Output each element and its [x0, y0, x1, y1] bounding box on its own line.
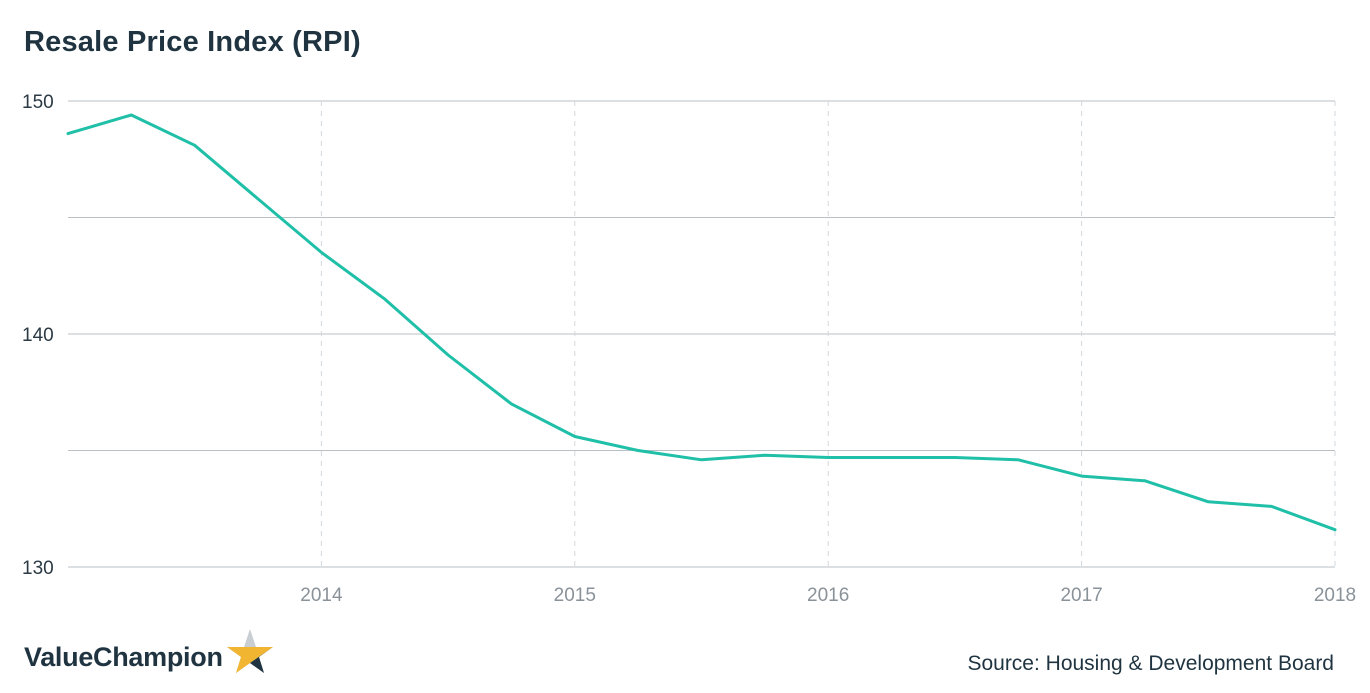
horizontal-gridlines: [68, 100, 1335, 568]
x-axis-ticks: 2014 2015 2016 2017 2018: [300, 585, 1356, 606]
star-icon: [226, 628, 273, 673]
x-tick-label: 2018: [1314, 585, 1356, 606]
series-group: [66, 113, 1337, 532]
vertical-gridlines: [320, 101, 1336, 567]
y-tick-label: 150: [22, 92, 54, 113]
y-tick-label: 130: [22, 558, 54, 579]
y-tick-label: 140: [22, 325, 54, 346]
brand-name: ValueChampion: [24, 642, 223, 672]
x-tick-label: 2017: [1060, 585, 1102, 606]
x-tick-label: 2015: [554, 585, 596, 606]
y-axis-ticks: 130 140 150: [22, 92, 54, 579]
series-line-0: [66, 113, 1337, 532]
x-tick-label: 2014: [300, 585, 343, 606]
chart-title: Resale Price Index (RPI): [24, 26, 361, 58]
source-note: Source: Housing & Development Board: [967, 652, 1334, 675]
x-tick-label: 2016: [807, 585, 849, 606]
brand-logo: ValueChampion: [24, 628, 273, 673]
